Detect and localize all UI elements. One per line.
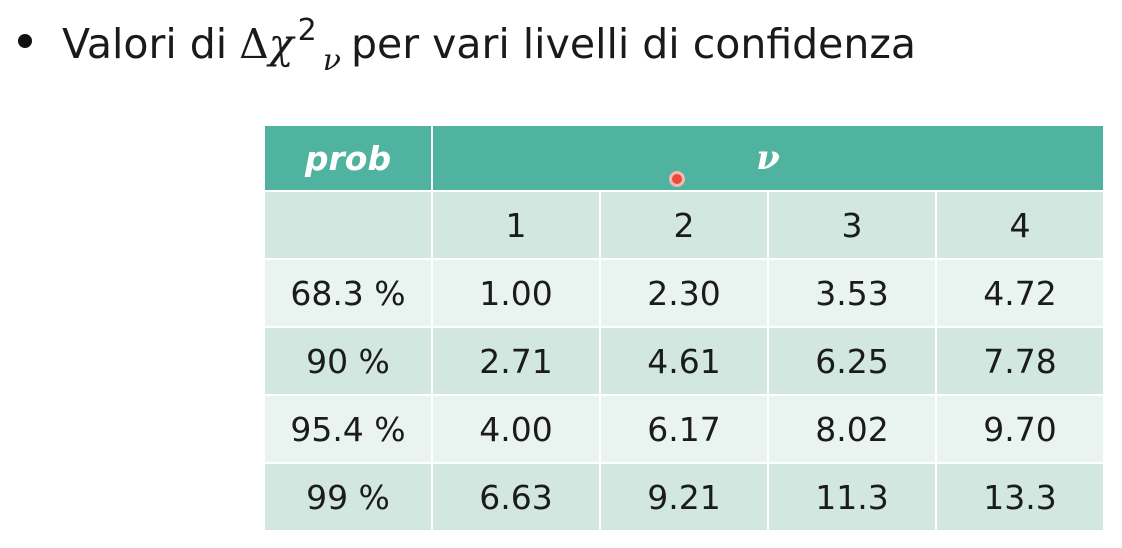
column-label: 3 — [769, 192, 935, 258]
table-cell: 6.17 — [601, 396, 767, 462]
bullet-text-before: Valori di — [62, 20, 228, 68]
empty-corner-cell — [265, 192, 431, 258]
table-cell: 1.00 — [433, 260, 599, 326]
table-columns-row: 1 2 3 4 — [265, 192, 1103, 258]
row-prob: 90 % — [265, 328, 431, 394]
table-cell: 8.02 — [769, 396, 935, 462]
table-cell: 2.30 — [601, 260, 767, 326]
table-cell: 4.72 — [937, 260, 1103, 326]
delta-symbol: Δ — [239, 20, 269, 68]
laser-pointer-icon — [669, 171, 685, 187]
chi-square-table: prob ν 1 2 3 4 68.3 % 1.00 2.30 3.53 4.7… — [263, 124, 1105, 532]
table-cell: 2.71 — [433, 328, 599, 394]
column-label: 2 — [601, 192, 767, 258]
table-cell: 4.00 — [433, 396, 599, 462]
column-label: 1 — [433, 192, 599, 258]
subscript-nu: ν — [322, 43, 341, 78]
table-header-row: prob ν — [265, 126, 1103, 190]
table-row: 99 % 6.63 9.21 11.3 13.3 — [265, 464, 1103, 530]
table-cell: 4.61 — [601, 328, 767, 394]
table-cell: 6.25 — [769, 328, 935, 394]
bullet-line: Valori di Δχ 2ν per vari livelli di confi… — [18, 13, 917, 79]
chi-square-table-wrapper: prob ν 1 2 3 4 68.3 % 1.00 2.30 3.53 4.7… — [263, 124, 1105, 532]
row-prob: 99 % — [265, 464, 431, 530]
table-cell: 9.70 — [937, 396, 1103, 462]
table-row: 90 % 2.71 4.61 6.25 7.78 — [265, 328, 1103, 394]
superscript-two: 2 — [297, 13, 317, 48]
header-prob: prob — [265, 126, 431, 190]
table-cell: 11.3 — [769, 464, 935, 530]
table-cell: 7.78 — [937, 328, 1103, 394]
row-prob: 95.4 % — [265, 396, 431, 462]
chi-symbol: χ — [268, 20, 294, 68]
table-row: 95.4 % 4.00 6.17 8.02 9.70 — [265, 396, 1103, 462]
bullet-text-after: per vari livelli di confidenza — [350, 20, 917, 68]
header-nu: ν — [433, 126, 1103, 190]
bullet-icon — [18, 34, 32, 48]
table-cell: 13.3 — [937, 464, 1103, 530]
table-row: 68.3 % 1.00 2.30 3.53 4.72 — [265, 260, 1103, 326]
table-cell: 9.21 — [601, 464, 767, 530]
column-label: 4 — [937, 192, 1103, 258]
table-cell: 6.63 — [433, 464, 599, 530]
row-prob: 68.3 % — [265, 260, 431, 326]
table-cell: 3.53 — [769, 260, 935, 326]
delta-chi-square-symbol: Δχ 2ν — [239, 13, 341, 79]
